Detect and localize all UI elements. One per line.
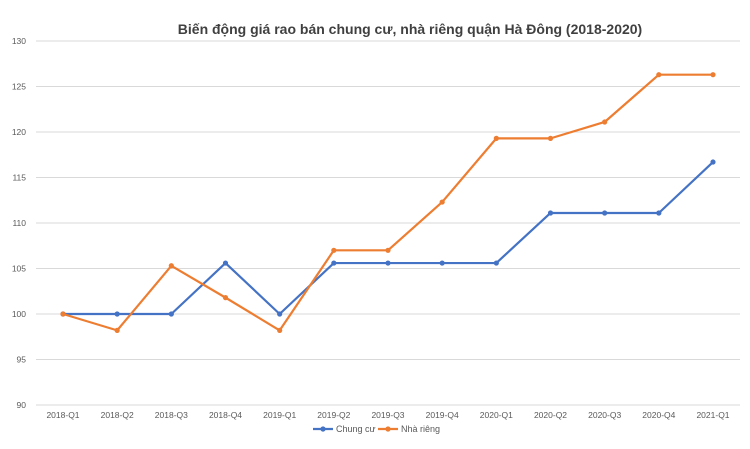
x-tick-label: 2020-Q4 [642,410,675,420]
data-point [277,327,283,333]
x-tick-label: 2019-Q1 [263,410,296,420]
x-tick-label: 2020-Q1 [480,410,513,420]
series-lines [60,72,716,333]
legend-marker [385,426,391,432]
data-point [277,311,283,317]
y-tick-label: 125 [12,82,26,92]
y-tick-label: 105 [12,264,26,274]
data-point [385,260,391,266]
series-line [63,161,714,316]
y-tick-label: 95 [17,355,27,365]
x-tick-label: 2020-Q2 [534,410,567,420]
x-tick-label: 2018-Q4 [209,410,242,420]
data-point [222,295,229,301]
y-axis-ticks: 90 95 100 105 110 115 120 125 130 [12,36,26,410]
y-tick-label: 130 [12,36,26,46]
x-tick-label: 2021-Q1 [696,410,729,420]
legend-marker [320,426,326,432]
data-point [493,260,499,266]
legend-label: Nhà riêng [401,424,440,434]
x-tick-label: 2019-Q4 [426,410,459,420]
data-point [60,311,66,317]
legend-item: Chung cư [313,424,376,434]
data-point [547,135,554,141]
y-tick-label: 110 [12,218,26,228]
x-tick-label: 2018-Q1 [46,410,79,420]
legend-label: Chung cư [336,424,376,434]
x-axis-ticks: 2018-Q1 2018-Q2 2018-Q3 2018-Q4 2019-Q1 2019-… [46,410,729,420]
series-2 [60,72,716,333]
data-point [385,247,391,253]
data-point [547,210,554,216]
data-point [114,327,120,333]
x-tick-label: 2020-Q3 [588,410,621,420]
series-1 [60,159,716,317]
data-point [331,247,337,253]
data-point [439,260,445,266]
data-point [439,199,445,205]
chart-title: Biến động giá rao bán chung cư, nhà riên… [178,21,642,37]
data-point [602,210,608,216]
x-tick-label: 2018-Q2 [101,410,134,420]
data-point [710,159,716,165]
x-tick-label: 2018-Q3 [155,410,188,420]
data-point [656,210,662,216]
data-point [114,311,120,317]
data-point [710,72,716,78]
data-point [656,72,662,78]
y-tick-label: 120 [12,127,26,137]
y-tick-label: 90 [17,400,27,410]
data-point [222,260,229,266]
x-tick-label: 2019-Q2 [317,410,350,420]
y-tick-label: 100 [12,309,26,319]
data-point [331,260,337,266]
legend-item: Nhà riêng [378,424,440,434]
data-point [168,263,174,269]
data-point [602,119,608,125]
series-line [62,73,713,332]
data-point [168,311,174,317]
y-tick-label: 115 [12,173,26,183]
legend: Chung cư Nhà riêng [313,424,440,434]
data-point [493,135,499,141]
x-tick-label: 2019-Q3 [371,410,404,420]
